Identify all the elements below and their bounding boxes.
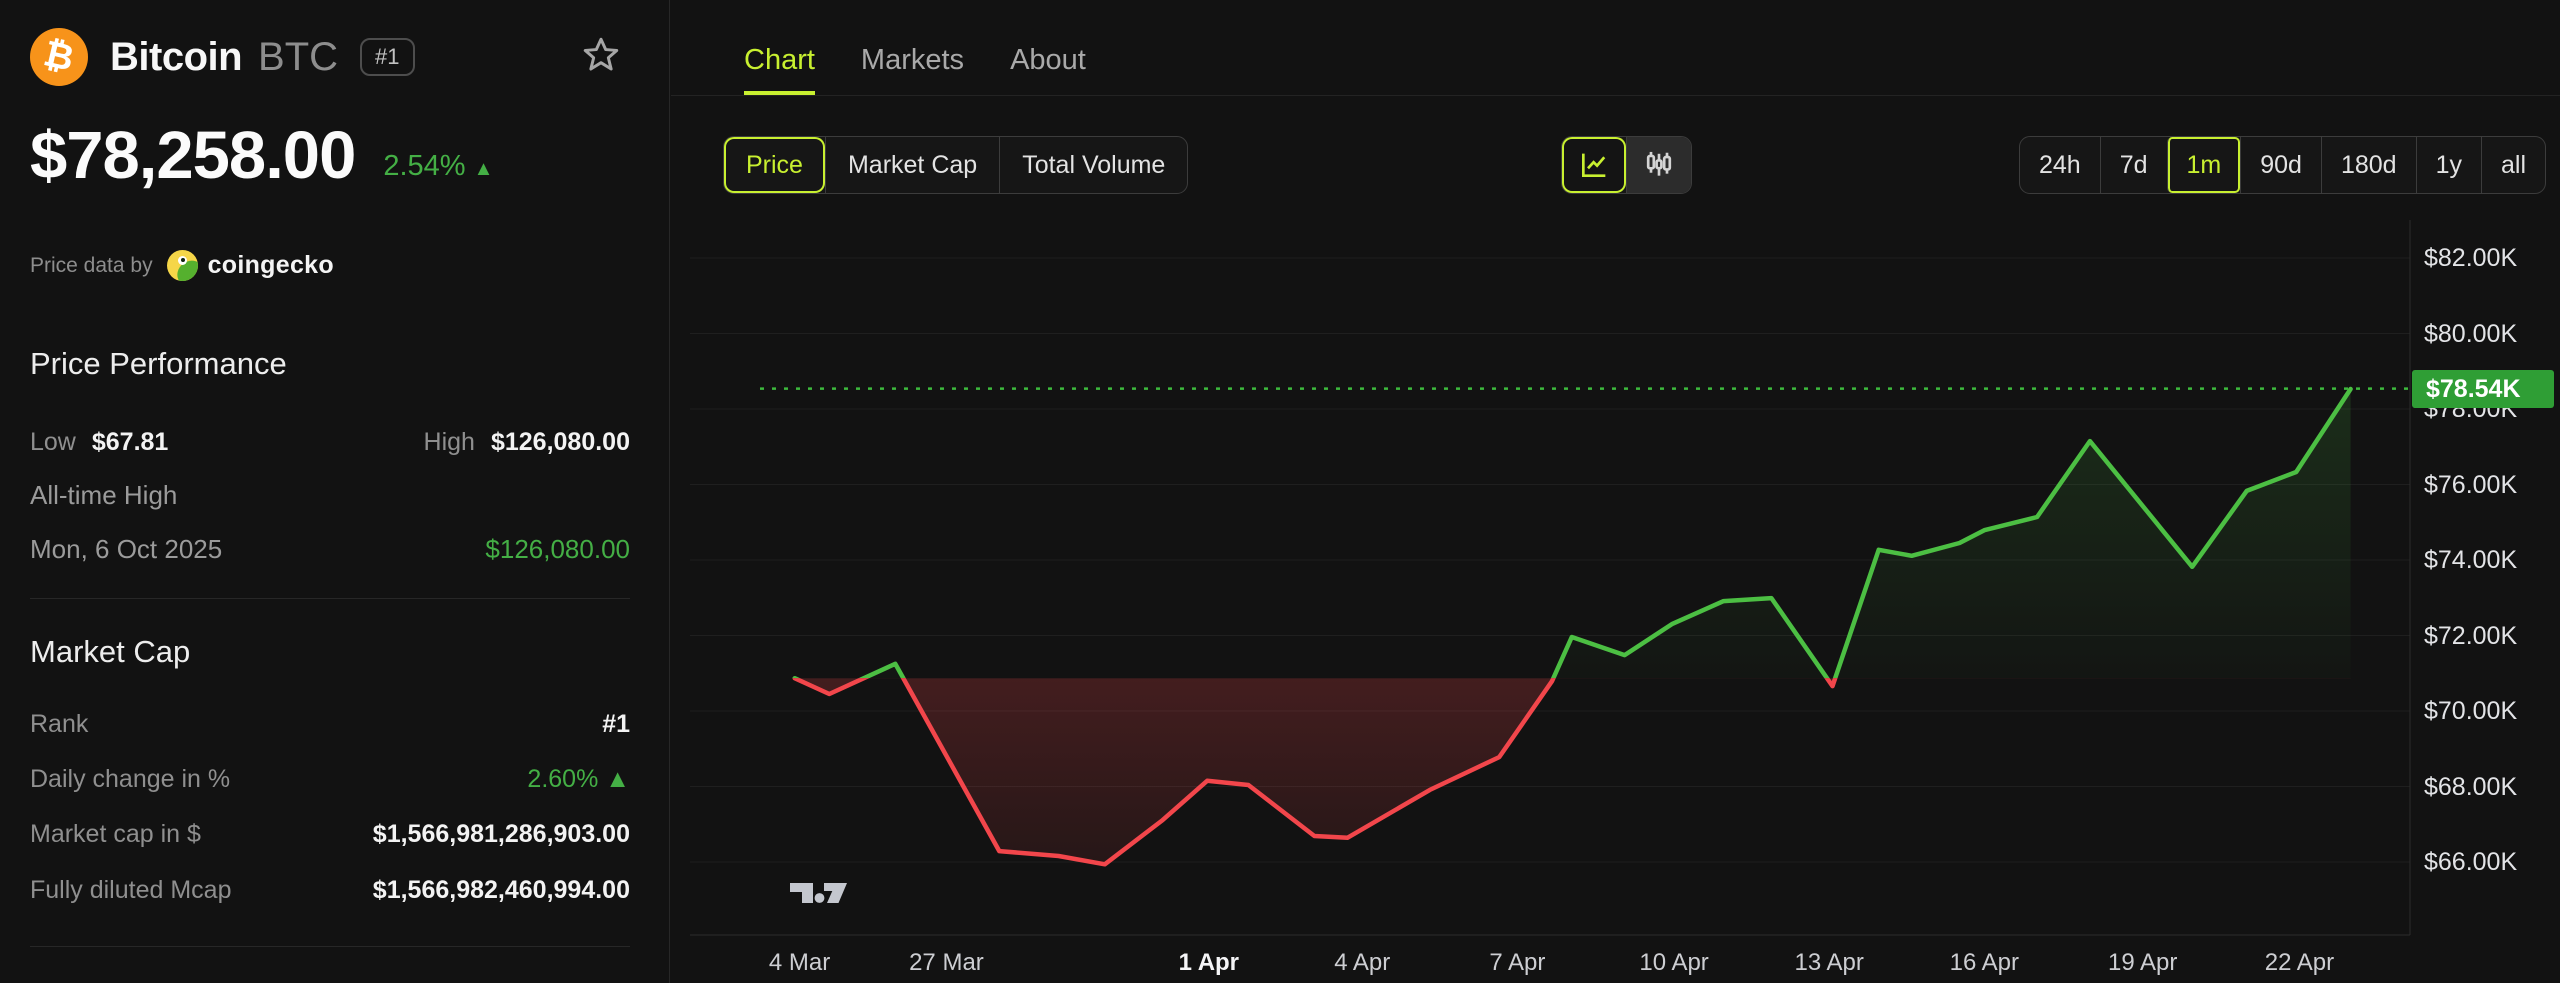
- time-range-toggle: 24h 7d 1m 90d 180d 1y all: [2018, 136, 2546, 194]
- y-axis-label: $80.00K: [2424, 319, 2518, 348]
- favorite-star-icon[interactable]: [580, 34, 622, 81]
- attribution-text: Price data by: [30, 253, 153, 277]
- row-label: Daily change in %: [30, 765, 231, 793]
- ath-date: Mon, 6 Oct 2025: [30, 534, 223, 564]
- market-cap-row: Daily change in % 2.60% ▲: [30, 765, 630, 794]
- range-1m[interactable]: 1m: [2166, 137, 2241, 193]
- divider: [30, 946, 630, 947]
- high-label: High: [423, 428, 475, 456]
- x-axis-label: 7 Apr: [1489, 949, 1546, 976]
- divider: [30, 598, 630, 599]
- data-attribution: Price data by coingecko: [30, 250, 334, 281]
- chart-type-toggle: [1561, 136, 1692, 194]
- toggle-total-volume[interactable]: Total Volume: [999, 137, 1187, 193]
- coingecko-icon: [166, 250, 198, 281]
- row-label: Rank: [30, 710, 89, 738]
- range-24h[interactable]: 24h: [2038, 150, 2081, 179]
- x-axis-label: 19 Apr: [2107, 949, 2178, 976]
- price-row: $78,258.00 2.54% ▲: [30, 122, 630, 189]
- toggle-market-cap[interactable]: Market Cap: [824, 137, 999, 193]
- y-axis-label: $70.00K: [2424, 697, 2518, 725]
- line-chart-icon: [1582, 153, 1606, 177]
- x-axis-label: 16 Apr: [1949, 949, 2019, 976]
- x-axis-label: 10 Apr: [1639, 949, 1709, 976]
- low-value: $67.81: [91, 428, 169, 456]
- x-axis-label: 1 Apr: [1178, 949, 1240, 976]
- candlestick-button[interactable]: [1626, 137, 1691, 193]
- row-label: Fully diluted Mcap: [30, 876, 232, 904]
- x-axis-label: 22 Apr: [2264, 949, 2335, 976]
- low-high-row: Low $67.81 High $126,080.00: [30, 428, 630, 457]
- price-performance-title: Price Performance: [30, 346, 287, 381]
- current-price-badge: $78.54K: [2412, 369, 2554, 408]
- coin-name: Bitcoin: [110, 34, 243, 79]
- range-all[interactable]: all: [2480, 137, 2545, 193]
- range-1y[interactable]: 1y: [2415, 137, 2481, 193]
- market-cap-row: Market cap in $ $1,566,981,286,903.00: [30, 820, 630, 849]
- tab-about[interactable]: About: [1010, 44, 1086, 76]
- candlestick-icon: [1646, 151, 1672, 176]
- range-7d[interactable]: 7d: [2099, 137, 2167, 193]
- range-90d[interactable]: 90d: [2240, 137, 2321, 193]
- coin-header: ₿ Bitcoin BTC #1: [30, 28, 630, 86]
- bitcoin-icon: ₿: [30, 28, 88, 86]
- tradingview-logo-icon[interactable]: [790, 878, 848, 913]
- y-axis-label: $82.00K: [2424, 244, 2518, 272]
- market-cap-title: Market Cap: [30, 634, 191, 669]
- x-axis-label: 27 Mar: [909, 949, 984, 976]
- price-chart[interactable]: [660, 220, 2560, 983]
- metric-toggle: Price Market Cap Total Volume: [723, 136, 1189, 194]
- current-price: $78,258.00: [30, 118, 356, 193]
- low-label: Low: [30, 428, 76, 456]
- high-value: $126,080.00: [490, 428, 630, 456]
- row-value: #1: [602, 710, 630, 738]
- y-axis-label: $66.00K: [2424, 848, 2518, 876]
- ath-row: Mon, 6 Oct 2025 $126,080.00: [30, 534, 630, 565]
- y-axis-label: $72.00K: [2424, 621, 2518, 650]
- tab-chart[interactable]: Chart: [744, 44, 815, 95]
- y-axis-label: $76.00K: [2424, 470, 2518, 499]
- up-arrow-icon: ▲: [473, 158, 494, 180]
- market-cap-row: Rank #1: [30, 710, 630, 739]
- row-value: 2.60% ▲: [527, 765, 630, 793]
- range-180d[interactable]: 180d: [2320, 137, 2416, 193]
- coingecko-wordmark: coingecko: [207, 251, 334, 279]
- x-axis-label: 4 Mar: [768, 949, 831, 976]
- ath-label: All-time High: [30, 480, 178, 510]
- coin-symbol: BTC: [258, 34, 339, 79]
- rank-badge: #1: [360, 37, 415, 77]
- price-change-value: 2.54%: [383, 150, 466, 182]
- y-axis-label: $68.00K: [2424, 772, 2518, 801]
- line-chart-button[interactable]: [1562, 137, 1626, 193]
- row-label: Market cap in $: [30, 820, 201, 848]
- x-axis-label: 4 Apr: [1334, 949, 1391, 976]
- sidebar: ₿ Bitcoin BTC #1 $78,258.00 2.54% ▲ Pric…: [0, 0, 670, 983]
- price-change: 2.54% ▲: [383, 150, 493, 183]
- tab-bar: Chart Markets About: [671, 0, 2560, 96]
- ath-value: $126,080.00: [485, 534, 630, 564]
- market-cap-row: Fully diluted Mcap $1,566,982,460,994.00: [30, 876, 630, 905]
- toggle-price[interactable]: Price: [724, 137, 825, 193]
- x-axis-label: 13 Apr: [1794, 949, 1864, 976]
- y-axis-label: $74.00K: [2424, 546, 2518, 574]
- row-value: $1,566,981,286,903.00: [372, 820, 630, 848]
- tab-markets[interactable]: Markets: [860, 44, 965, 76]
- row-value: $1,566,982,460,994.00: [372, 876, 630, 904]
- chart-pane[interactable]: $82.00K $80.00K $78.00K $76.00K $74.00K $72.0…: [660, 220, 2560, 983]
